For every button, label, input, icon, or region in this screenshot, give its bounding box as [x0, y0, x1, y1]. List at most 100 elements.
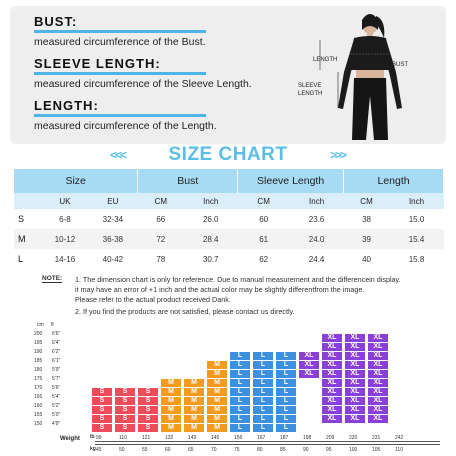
size-cell-xl: XL	[368, 397, 388, 405]
size-cell-s: S	[92, 388, 112, 396]
size-cell-l: L	[230, 352, 250, 360]
table-cell: 15.4	[389, 229, 444, 249]
table-cell: 28.4	[183, 229, 238, 249]
size-cell-xl: XL	[322, 415, 342, 423]
size-cell-xl: XL	[368, 352, 388, 360]
size-cell-xl: XL	[345, 388, 365, 396]
header-sleeve: Sleeve Length	[237, 169, 345, 193]
table-cell: 24.0	[289, 229, 344, 249]
table-cell: 66	[156, 214, 166, 224]
size-cell-m: M	[184, 424, 204, 432]
weight-lb-label: 145	[211, 435, 220, 441]
weight-lb-label: 187	[280, 435, 289, 441]
table-cell: 15.8	[408, 254, 425, 264]
weight-kg-label: 80	[257, 447, 263, 453]
size-cell-s: S	[138, 397, 158, 405]
height-ft-label: 5'4"	[52, 394, 61, 400]
table-cell: 39	[343, 229, 390, 249]
table-cell: 32-34	[102, 214, 124, 224]
weight-lb-label: 167	[257, 435, 266, 441]
model-sleeve-label: SLEEVE LENGTH	[298, 83, 323, 97]
table-cell: 38	[362, 214, 371, 224]
subheader-bust-cm: CM	[137, 193, 184, 209]
unit-cm-label: cm	[37, 322, 44, 328]
table-row: L 14-16 40-42 78 30.7 62 24.4 40 15.8	[14, 249, 444, 269]
weight-lb-label: 110	[119, 435, 127, 441]
weight-kg-label: 50	[119, 447, 125, 453]
table-cell: 10-12	[41, 229, 88, 249]
weight-lb-label: 242	[395, 435, 404, 441]
size-cell-l: L	[230, 415, 250, 423]
weight-kg-label: 90	[303, 447, 309, 453]
size-cell-l: L	[230, 406, 250, 414]
size-cell-s: S	[138, 388, 158, 396]
size-cell-s: S	[138, 406, 158, 414]
table-cell: L	[18, 254, 24, 264]
size-cell-m: M	[184, 397, 204, 405]
model-illustration	[319, 14, 402, 140]
lb-label: lb	[90, 434, 95, 440]
height-cm-label: 190	[34, 349, 43, 355]
note-line-2: it may have an error of +1 inch and the …	[75, 285, 365, 294]
weight-kg-label: 85	[280, 447, 286, 453]
height-cm-label: 195	[34, 340, 43, 346]
weight-kg-label: 45	[96, 447, 102, 453]
size-cell-m: M	[207, 406, 227, 414]
height-ft-label: 5'0"	[52, 412, 61, 418]
table-cell: 24.4	[308, 254, 325, 264]
size-cell-m: M	[184, 406, 204, 414]
size-cell-m: M	[207, 397, 227, 405]
size-cell-s: S	[92, 424, 112, 432]
length-description: measured circumference of the Length.	[34, 120, 217, 132]
size-cell-l: L	[230, 379, 250, 387]
weight-kg-label: 65	[188, 447, 194, 453]
table-row: S 6-8 32-34 66 26.0 60 23.6 38 15.0	[14, 209, 444, 229]
size-chart-table: Size Bust Sleeve Length Length UK EU CM …	[14, 169, 444, 269]
size-cell-xl: XL	[368, 370, 388, 378]
size-cell-l: L	[253, 370, 273, 378]
size-cell-m: M	[161, 424, 181, 432]
sleeve-description: measured circumference of the Sleeve Len…	[34, 78, 252, 90]
height-cm-label: 155	[34, 412, 43, 418]
size-cell-m: M	[184, 379, 204, 387]
subheader-uk: UK	[41, 193, 88, 209]
size-cell-xl: XL	[299, 361, 319, 369]
size-cell-xl: XL	[322, 397, 342, 405]
height-cm-label: 180	[34, 367, 43, 373]
size-cell-s: S	[115, 397, 135, 405]
subheader-blank	[14, 193, 42, 209]
length-underline	[34, 114, 206, 117]
size-cell-l: L	[230, 397, 250, 405]
size-cell-xl: XL	[345, 343, 365, 351]
weight-kg-label: 70	[211, 447, 217, 453]
subheader-sleeve-inch: Inch	[289, 193, 344, 209]
subheader-length-cm: CM	[343, 193, 390, 209]
table-cell: S	[18, 214, 25, 224]
size-cell-xl: XL	[322, 370, 342, 378]
size-cell-xl: XL	[368, 361, 388, 369]
bust-underline	[34, 30, 206, 33]
size-cell-l: L	[253, 424, 273, 432]
kg-label: kg	[90, 446, 96, 452]
size-cell-l: L	[230, 424, 250, 432]
size-cell-xl: XL	[299, 352, 319, 360]
size-cell-xl: XL	[345, 397, 365, 405]
table-cell: 40-42	[102, 254, 124, 264]
height-cm-label: 150	[34, 421, 43, 427]
weight-kg-label: 75	[234, 447, 240, 453]
bust-description: measured circumference of the Bust.	[34, 36, 206, 48]
height-ft-label: 6'4"	[52, 340, 61, 346]
size-cell-m: M	[207, 424, 227, 432]
height-cm-label: 185	[34, 358, 43, 364]
height-weight-chart: cm ft Weight lb kg 200 6'6" 195 6'4" 190 6'2"…	[0, 318, 456, 456]
size-cell-m: M	[207, 370, 227, 378]
note-label: NOTE:	[42, 275, 63, 283]
model-bust-label: BUST	[392, 62, 409, 68]
height-ft-label: 5'6"	[52, 385, 61, 391]
weight-lb-label: 209	[326, 435, 335, 441]
size-cell-m: M	[207, 415, 227, 423]
height-cm-label: 170	[34, 385, 43, 391]
height-cm-label: 160	[34, 403, 43, 409]
size-cell-m: M	[207, 388, 227, 396]
size-cell-l: L	[253, 406, 273, 414]
